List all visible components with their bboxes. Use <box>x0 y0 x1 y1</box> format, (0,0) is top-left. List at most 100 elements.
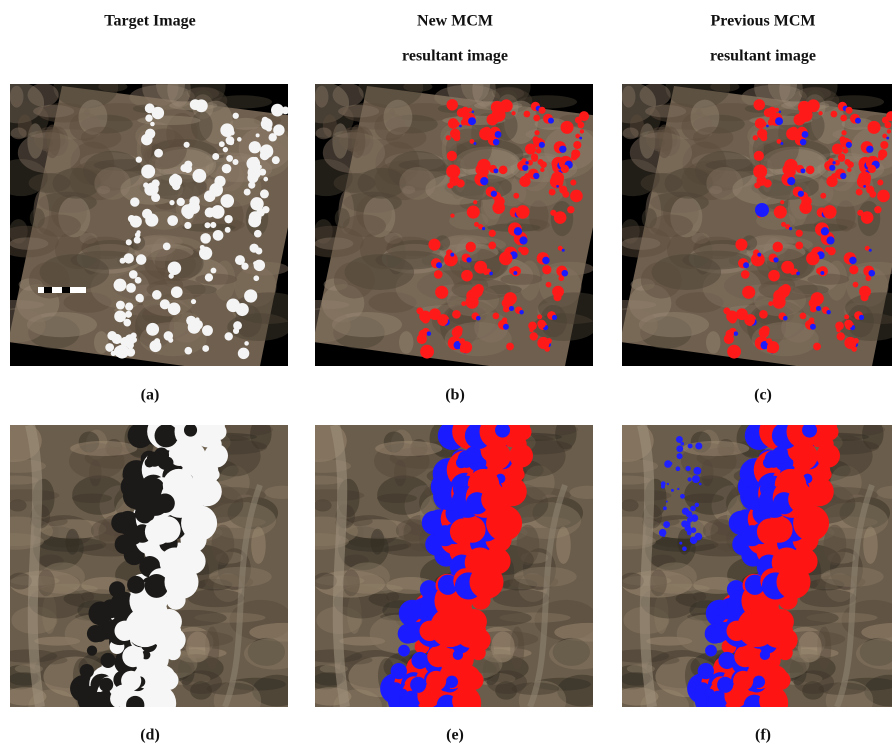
cloud <box>488 242 496 250</box>
terrain <box>296 475 344 484</box>
cloud <box>499 252 512 265</box>
shadow <box>677 453 683 459</box>
cloud <box>853 282 859 288</box>
cloud <box>123 319 131 327</box>
cloud <box>171 286 183 298</box>
terrain <box>53 168 101 199</box>
shadow <box>717 677 733 693</box>
cloud <box>794 114 806 126</box>
cloud <box>202 345 209 352</box>
terrain <box>682 441 749 456</box>
terrain <box>0 649 57 662</box>
cloud <box>529 328 533 332</box>
cloud <box>788 485 816 513</box>
shadow <box>783 316 788 321</box>
cloud <box>200 245 205 250</box>
terrain <box>38 215 81 238</box>
cloud <box>577 122 584 129</box>
cloud <box>419 621 439 641</box>
cloud <box>154 149 163 158</box>
cloud <box>228 139 234 145</box>
cloud-shadow <box>91 692 107 708</box>
terrain <box>28 83 59 106</box>
figure: Target ImageNew MCMresultant imagePrevio… <box>0 0 892 749</box>
shadow <box>798 191 804 197</box>
cloud <box>184 161 192 169</box>
terrain <box>66 529 80 555</box>
cloud <box>877 190 890 203</box>
cloud <box>124 253 134 263</box>
terrain <box>693 127 734 149</box>
terrain <box>807 274 849 285</box>
shadow <box>680 494 685 499</box>
terrain <box>556 527 571 564</box>
shadow <box>699 483 702 486</box>
terrain <box>710 82 739 92</box>
terrain <box>8 573 32 590</box>
shadow <box>671 489 674 492</box>
shadow <box>519 310 523 314</box>
terrain <box>81 127 122 149</box>
cloud <box>130 216 142 228</box>
terrain <box>656 125 672 159</box>
shadow <box>402 691 421 710</box>
terrain <box>188 589 245 607</box>
column-title: Target Image <box>104 13 195 30</box>
cloud <box>847 168 851 172</box>
riverbed <box>30 425 40 707</box>
cloud <box>169 200 174 205</box>
cloud <box>136 156 142 162</box>
cloud <box>446 99 457 110</box>
cloud <box>813 343 821 351</box>
cloud <box>454 326 463 335</box>
cloud <box>544 346 550 352</box>
terrain <box>38 570 55 597</box>
shadow <box>787 177 795 185</box>
cloud <box>202 325 213 336</box>
shadow <box>709 691 728 710</box>
cloud <box>266 125 272 131</box>
cloud <box>152 290 162 300</box>
shadow <box>552 315 557 320</box>
cloud <box>530 332 538 340</box>
shadow <box>468 117 476 125</box>
shadow <box>802 131 809 138</box>
cloud <box>489 230 496 237</box>
terrain <box>546 262 594 276</box>
shadow <box>663 506 667 510</box>
cloud <box>571 154 578 161</box>
cloud <box>164 565 198 599</box>
cloud <box>145 214 158 227</box>
cloud <box>559 186 567 194</box>
terrain <box>333 83 364 106</box>
terrain <box>684 494 724 503</box>
cloud <box>753 99 764 110</box>
cloud <box>426 671 446 691</box>
terrain <box>645 105 686 118</box>
shadow <box>503 324 509 330</box>
cloud <box>141 165 155 179</box>
cloud <box>880 141 888 149</box>
shadow <box>866 146 873 153</box>
shadow <box>556 185 559 188</box>
terrain <box>241 262 289 276</box>
shadow <box>493 139 500 146</box>
shadow <box>679 542 682 545</box>
cloud <box>511 417 530 436</box>
panel-caption: (e) <box>446 727 464 744</box>
terrain <box>29 262 70 299</box>
shadow <box>579 137 582 140</box>
shadow <box>753 676 765 688</box>
cloud <box>723 307 730 314</box>
shadow <box>676 445 683 452</box>
cloud <box>134 236 141 243</box>
cloud <box>254 260 266 272</box>
cloud <box>189 196 199 206</box>
cloud <box>483 127 491 135</box>
cloud <box>214 176 225 187</box>
cloud <box>561 121 574 134</box>
shadow <box>690 506 696 512</box>
cloud <box>823 205 837 219</box>
shadow <box>682 546 687 551</box>
cloud <box>233 113 239 119</box>
